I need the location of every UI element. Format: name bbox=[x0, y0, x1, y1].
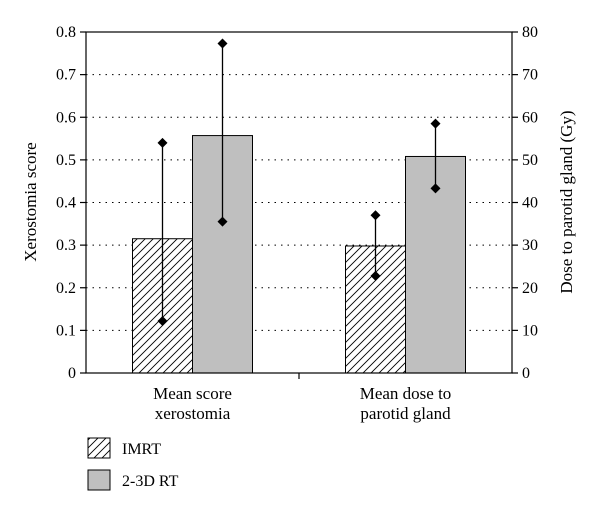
legend-swatch-imrt bbox=[87, 437, 111, 459]
category-label: Mean score xerostomia bbox=[153, 384, 232, 423]
grid-lines bbox=[86, 74, 512, 379]
y2-tick-label: 40 bbox=[522, 195, 538, 212]
error-bar-high-marker bbox=[157, 137, 168, 148]
y2-tick-label: 20 bbox=[522, 280, 538, 297]
error-bar-low-marker bbox=[430, 183, 441, 194]
y-tick-label: 0.4 bbox=[56, 195, 76, 212]
y2-tick-label: 70 bbox=[522, 67, 538, 84]
bars bbox=[132, 135, 466, 374]
y2-tick-label: 80 bbox=[522, 24, 538, 41]
error-bar-high-marker bbox=[430, 118, 441, 129]
legend-label-3drt: 2-3D RT bbox=[122, 473, 179, 490]
y-tick-label: 0.7 bbox=[56, 67, 76, 84]
legend-swatch-3drt bbox=[87, 469, 111, 491]
y-tick-label: 0.2 bbox=[56, 280, 76, 297]
legend-label-imrt: IMRT bbox=[122, 441, 161, 458]
y2-tick-label: 50 bbox=[522, 152, 538, 169]
y-tick-label: 0.3 bbox=[56, 237, 76, 254]
y2-tick-label: 30 bbox=[522, 237, 538, 254]
category-label: Mean dose to parotid gland bbox=[360, 384, 452, 423]
y-tick-label: 0 bbox=[68, 365, 76, 382]
y-tick-label: 0.1 bbox=[56, 322, 76, 339]
y2-tick-label: 60 bbox=[522, 109, 538, 126]
y-tick-label: 0.8 bbox=[56, 24, 76, 41]
y-tick-label: 0.5 bbox=[56, 152, 76, 169]
legend: IMRT 2-3D RT bbox=[87, 437, 179, 491]
category-labels: Mean score xerostomia Mean dose to parotid … bbox=[153, 384, 451, 423]
y2-tick-label: 0 bbox=[522, 365, 530, 382]
left-axis-ticks: 0 0.1 0.2 0.3 0.4 0.5 0.6 0.7 0.8 bbox=[56, 24, 86, 382]
y2-axis-label: Dose to parotid gland (Gy) bbox=[557, 110, 576, 293]
error-bar-high-marker bbox=[217, 38, 228, 49]
y2-tick-label: 10 bbox=[522, 322, 538, 339]
error-bar-low-marker bbox=[157, 315, 168, 326]
right-axis-ticks: 0 10 20 30 40 50 60 70 80 bbox=[512, 24, 538, 382]
error-bars bbox=[157, 38, 441, 326]
y-tick-label: 0.6 bbox=[56, 109, 76, 126]
error-bar-high-marker bbox=[370, 210, 381, 221]
error-bar-low-marker bbox=[217, 216, 228, 227]
y-axis-label: Xerostomia score bbox=[21, 142, 40, 261]
error-bar-low-marker bbox=[370, 270, 381, 281]
